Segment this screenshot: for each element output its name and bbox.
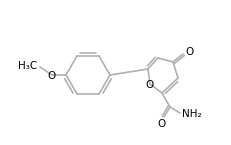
Text: NH₂: NH₂ [182,109,202,119]
Text: O: O [158,119,166,129]
Text: O: O [48,71,56,81]
Text: O: O [146,80,154,90]
Text: H₃C: H₃C [18,61,37,71]
Text: O: O [185,47,193,57]
